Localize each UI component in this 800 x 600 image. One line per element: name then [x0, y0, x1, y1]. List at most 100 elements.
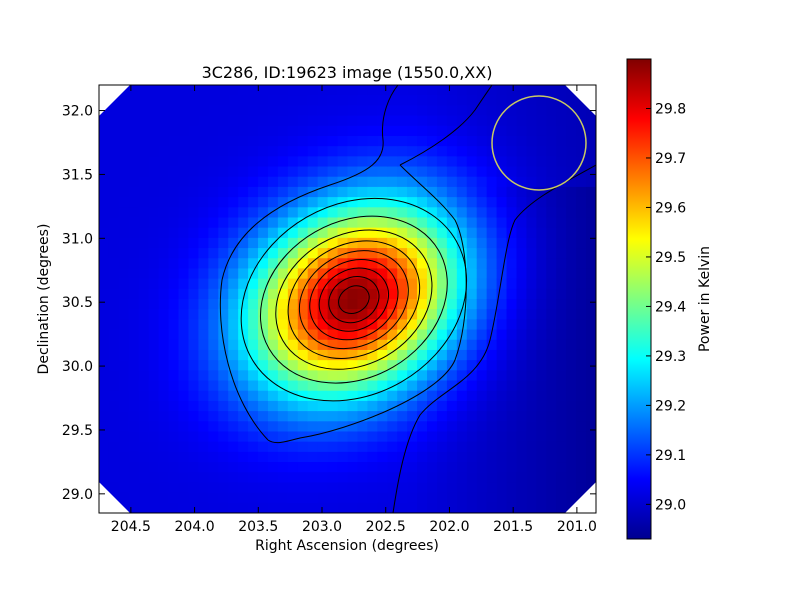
heatmap-cell: [337, 186, 349, 198]
heatmap-cell: [198, 105, 209, 117]
heatmap-cell: [108, 288, 120, 300]
heatmap-cell: [536, 237, 547, 249]
heatmap-cell: [307, 258, 319, 270]
heatmap-cell: [546, 156, 557, 168]
heatmap-cell: [258, 197, 269, 208]
heatmap-cell: [108, 227, 120, 239]
heatmap-cell: [466, 207, 478, 219]
heatmap-cell: [168, 319, 180, 331]
heatmap-cell: [297, 217, 309, 229]
heatmap-cell: [347, 502, 359, 513]
heatmap-cell: [546, 268, 557, 280]
heatmap-cell: [556, 431, 567, 443]
heatmap-cell: [586, 258, 596, 270]
heatmap-cell: [466, 492, 478, 504]
heatmap-cell: [198, 360, 209, 371]
heatmap-cell: [526, 186, 537, 198]
heatmap-cell: [327, 227, 339, 239]
heatmap-cell: [556, 502, 567, 513]
heatmap-cell: [546, 125, 557, 137]
heatmap-cell: [327, 156, 339, 168]
heatmap-cell: [188, 441, 199, 453]
heatmap-cell: [427, 156, 438, 168]
heatmap-cell: [516, 451, 528, 463]
heatmap-cell: [476, 125, 488, 137]
heatmap-cell: [367, 268, 378, 280]
heatmap-cell: [586, 451, 596, 463]
heatmap-cell: [466, 156, 478, 168]
heatmap-cell: [417, 146, 428, 157]
heatmap-cell: [317, 400, 329, 412]
corner-mask-top-right: [565, 85, 596, 116]
colorbar-tick-label: 29.2: [655, 398, 686, 414]
heatmap-cell: [287, 135, 299, 147]
heatmap-cell: [148, 299, 160, 310]
heatmap-cell: [546, 451, 557, 463]
heatmap-cell: [347, 299, 359, 310]
heatmap-cell: [148, 166, 160, 178]
heatmap-cell: [496, 411, 508, 422]
heatmap-cell: [258, 390, 269, 402]
heatmap-cell: [506, 268, 518, 280]
heatmap-cell: [546, 105, 557, 117]
heatmap-cell: [128, 441, 140, 453]
heatmap-cell: [287, 85, 299, 96]
heatmap-cell: [188, 115, 199, 127]
heatmap-cell: [228, 299, 239, 310]
heatmap-cell: [546, 85, 557, 96]
heatmap-cell: [297, 85, 309, 96]
heatmap-cell: [377, 360, 388, 371]
heatmap-cell: [128, 227, 140, 239]
heatmap-cell: [526, 299, 537, 310]
heatmap-cell: [446, 319, 458, 331]
heatmap-cell: [486, 146, 498, 157]
heatmap-cell: [347, 462, 359, 473]
heatmap-cell: [436, 472, 448, 484]
heatmap-cell: [446, 166, 458, 178]
heatmap-cell: [566, 421, 577, 433]
heatmap-cell: [357, 441, 368, 453]
heatmap-cell: [198, 278, 209, 290]
heatmap-cell: [297, 380, 309, 392]
heatmap-cell: [138, 146, 150, 157]
heatmap-cell: [496, 339, 508, 351]
heatmap-cell: [327, 349, 339, 361]
heatmap-cell: [417, 268, 428, 280]
heatmap-cell: [486, 105, 498, 117]
heatmap-cell: [546, 95, 557, 106]
heatmap-cell: [377, 482, 388, 494]
heatmap-cell: [218, 319, 229, 331]
heatmap-cell: [436, 502, 448, 513]
heatmap-cell: [476, 146, 488, 157]
heatmap-cell: [466, 451, 478, 463]
heatmap-cell: [337, 299, 349, 310]
heatmap-cell: [566, 482, 577, 494]
heatmap-cell: [218, 217, 229, 229]
heatmap-cell: [178, 268, 190, 280]
heatmap-cell: [407, 339, 418, 351]
heatmap-cell: [397, 380, 408, 392]
heatmap-cell: [148, 360, 160, 371]
heatmap-cell: [118, 329, 130, 341]
heatmap-cell: [168, 95, 180, 106]
heatmap-cell: [287, 115, 299, 127]
heatmap-cell: [148, 105, 160, 117]
heatmap-cell: [287, 370, 299, 382]
heatmap-cell: [168, 492, 180, 504]
heatmap-cell: [238, 299, 249, 310]
heatmap-cell: [99, 156, 110, 168]
heatmap-cell: [377, 319, 388, 331]
heatmap-cell: [466, 441, 478, 453]
heatmap-cell: [327, 492, 339, 504]
heatmap-cell: [99, 125, 110, 137]
heatmap-cell: [357, 319, 368, 331]
heatmap-cell: [556, 299, 567, 310]
heatmap-cell: [178, 492, 190, 504]
heatmap-cell: [427, 349, 438, 361]
heatmap-cell: [476, 431, 488, 443]
heatmap-cell: [506, 502, 518, 513]
heatmap-cell: [248, 329, 259, 341]
heatmap-cell: [218, 166, 229, 178]
heatmap-cell: [317, 258, 329, 270]
heatmap-cell: [427, 319, 438, 331]
